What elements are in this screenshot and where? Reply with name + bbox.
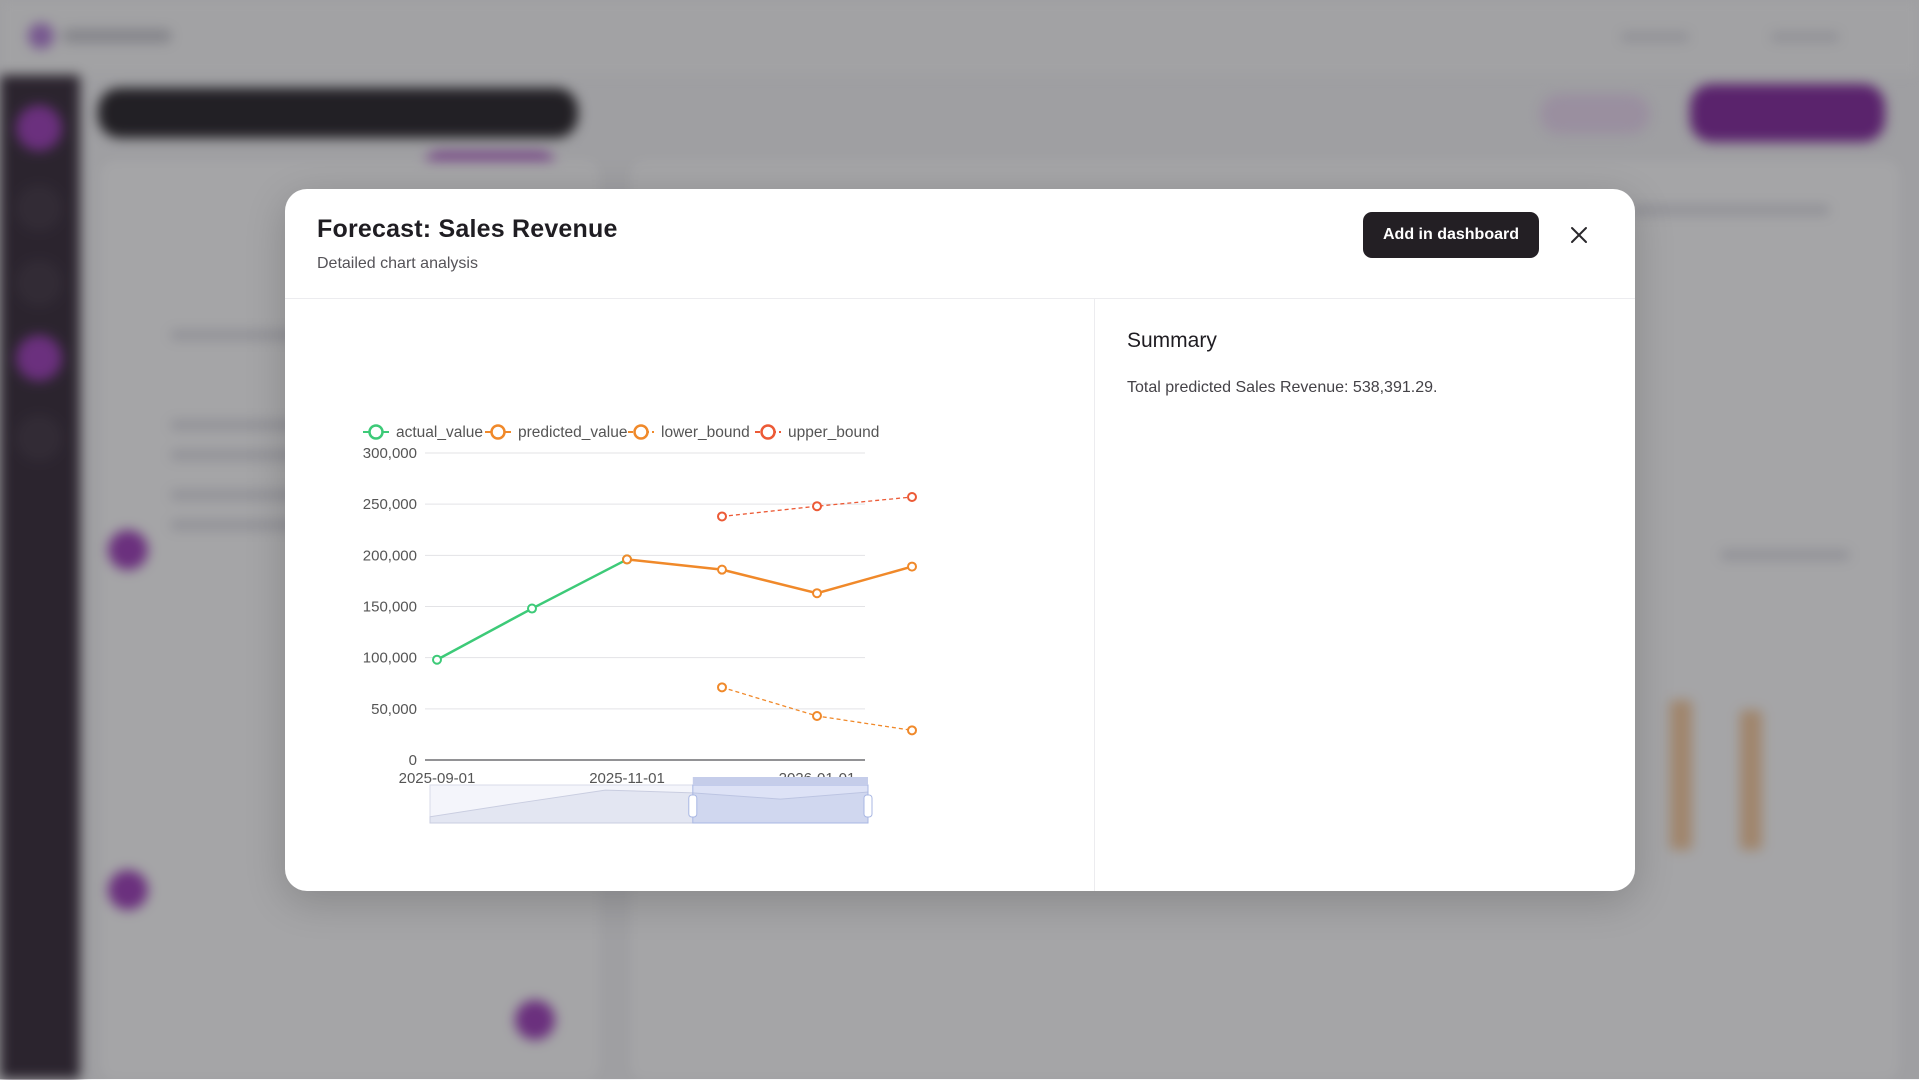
legend-label: upper_bound xyxy=(788,424,879,441)
y-tick-label: 50,000 xyxy=(371,701,417,718)
modal-header: Forecast: Sales Revenue Detailed chart a… xyxy=(285,189,1635,299)
y-axis-ticks: 0 50,000 100,000 150,000 200,000 250,000 300,0… xyxy=(363,445,417,769)
series-line-predicted_value xyxy=(626,558,913,595)
add-in-dashboard-button[interactable]: Add in dashboard xyxy=(1363,212,1539,258)
data-point-predicted_value xyxy=(717,564,727,575)
legend-label: predicted_value xyxy=(518,424,627,441)
legend-item-predicted_value[interactable]: predicted_value xyxy=(485,424,627,441)
data-point-predicted_value xyxy=(622,554,632,565)
chart-series xyxy=(432,492,917,736)
legend-marker xyxy=(633,424,649,440)
data-point-upper_bound xyxy=(907,492,917,503)
y-tick-label: 100,000 xyxy=(363,650,417,667)
close-button[interactable] xyxy=(1560,216,1598,254)
y-tick-label: 0 xyxy=(409,752,417,769)
zoom-handle-right[interactable] xyxy=(863,794,873,818)
summary-text: Total predicted Sales Revenue: 538,391.2… xyxy=(1127,379,1438,396)
data-point-actual_value xyxy=(527,603,537,614)
data-point-actual_value xyxy=(432,654,442,665)
zoom-handle-left[interactable] xyxy=(688,794,698,818)
legend-item-lower_bound[interactable]: lower_bound xyxy=(628,424,750,441)
data-point-upper_bound xyxy=(717,511,727,522)
legend-item-actual_value[interactable]: actual_value xyxy=(363,424,483,441)
y-tick-label: 250,000 xyxy=(363,496,417,513)
legend-label: actual_value xyxy=(396,424,483,441)
forecast-modal: Forecast: Sales Revenue Detailed chart a… xyxy=(285,189,1635,891)
pane-divider xyxy=(1094,299,1095,891)
legend-item-upper_bound[interactable]: upper_bound xyxy=(755,424,879,441)
legend-marker xyxy=(490,424,506,440)
background-logo xyxy=(28,22,178,50)
modal-title: Forecast: Sales Revenue xyxy=(317,215,618,243)
legend-label: lower_bound xyxy=(661,424,750,441)
data-point-upper_bound xyxy=(812,501,822,512)
data-point-lower_bound xyxy=(812,710,822,721)
forecast-chart: 0 50,000 100,000 150,000 200,000 250,000 300,0… xyxy=(363,424,917,824)
chart-legend[interactable]: actual_value predicted_value lower_bound up… xyxy=(363,424,879,441)
y-tick-label: 200,000 xyxy=(363,547,417,564)
chart-pane: 0 50,000 100,000 150,000 200,000 250,000 300,0… xyxy=(285,299,1094,891)
chart-grid xyxy=(425,452,865,761)
modal-subtitle: Detailed chart analysis xyxy=(317,255,478,272)
y-tick-label: 300,000 xyxy=(363,445,417,462)
data-point-predicted_value xyxy=(812,588,822,599)
series-line-upper_bound xyxy=(721,496,913,518)
zoom-window[interactable] xyxy=(692,784,869,824)
background-header xyxy=(0,0,1919,75)
x-tick-label: 2025-11-01 xyxy=(589,770,665,787)
data-point-predicted_value xyxy=(907,561,917,572)
legend-marker xyxy=(760,424,776,440)
y-tick-label: 150,000 xyxy=(363,599,417,616)
x-tick-label: 2025-09-01 xyxy=(399,770,476,787)
legend-marker xyxy=(368,424,384,440)
data-point-lower_bound xyxy=(717,682,727,693)
zoom-slider[interactable] xyxy=(429,777,873,824)
summary-pane: Summary Total predicted Sales Revenue: 5… xyxy=(1095,299,1635,891)
close-icon xyxy=(1571,227,1587,243)
summary-title: Summary xyxy=(1127,329,1217,352)
background-sidebar xyxy=(0,75,80,1079)
data-point-lower_bound xyxy=(907,725,917,736)
zoom-window-bar[interactable] xyxy=(692,777,868,785)
